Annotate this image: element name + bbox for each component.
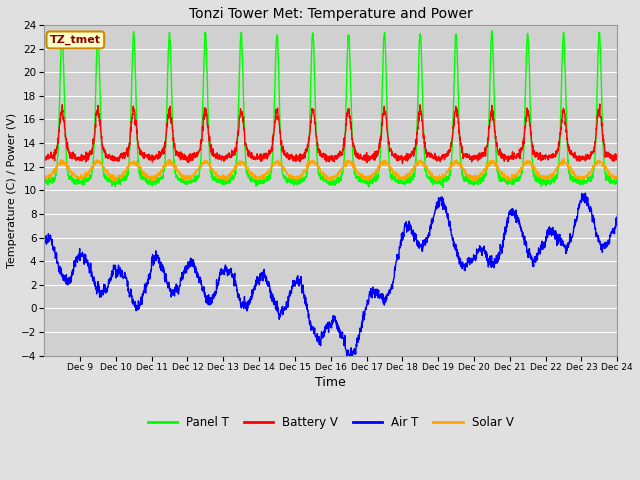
- Panel T: [488, 28, 496, 34]
- Air T: [221, 265, 229, 271]
- Text: TZ_tmet: TZ_tmet: [50, 35, 101, 45]
- Panel T: [613, 178, 621, 183]
- Air T: [365, 291, 373, 297]
- Solar V: [365, 174, 373, 180]
- Battery V: [365, 153, 373, 159]
- Panel T: [40, 180, 48, 185]
- Battery V: [536, 154, 544, 159]
- Battery V: [504, 154, 511, 159]
- Line: Solar V: Solar V: [44, 158, 617, 181]
- Air T: [97, 294, 105, 300]
- Battery V: [221, 156, 229, 162]
- Solar V: [613, 174, 621, 180]
- Solar V: [97, 159, 105, 165]
- Panel T: [439, 184, 447, 190]
- Title: Tonzi Tower Met: Temperature and Power: Tonzi Tower Met: Temperature and Power: [189, 7, 472, 21]
- Panel T: [504, 176, 511, 182]
- Solar V: [605, 170, 613, 176]
- Solar V: [109, 179, 117, 184]
- Air T: [347, 355, 355, 361]
- Air T: [613, 214, 621, 219]
- Air T: [605, 240, 613, 246]
- Line: Battery V: Battery V: [44, 104, 617, 164]
- Panel T: [605, 177, 613, 183]
- Solar V: [504, 173, 511, 179]
- Panel T: [536, 177, 544, 182]
- Air T: [582, 190, 589, 196]
- Battery V: [40, 156, 48, 162]
- Y-axis label: Temperature (C) / Power (V): Temperature (C) / Power (V): [7, 113, 17, 268]
- Legend: Panel T, Battery V, Air T, Solar V: Panel T, Battery V, Air T, Solar V: [143, 411, 518, 433]
- Line: Panel T: Panel T: [44, 31, 617, 187]
- Battery V: [97, 136, 105, 142]
- Air T: [40, 238, 48, 243]
- Solar V: [536, 173, 544, 179]
- X-axis label: Time: Time: [316, 376, 346, 389]
- Air T: [536, 248, 544, 254]
- Battery V: [399, 161, 406, 167]
- Panel T: [365, 181, 373, 187]
- Solar V: [40, 173, 48, 179]
- Solar V: [560, 156, 568, 161]
- Panel T: [97, 137, 105, 143]
- Solar V: [221, 175, 229, 181]
- Panel T: [221, 179, 229, 185]
- Battery V: [596, 101, 604, 107]
- Battery V: [605, 152, 613, 158]
- Air T: [504, 215, 511, 221]
- Battery V: [613, 155, 621, 161]
- Line: Air T: Air T: [44, 193, 617, 358]
